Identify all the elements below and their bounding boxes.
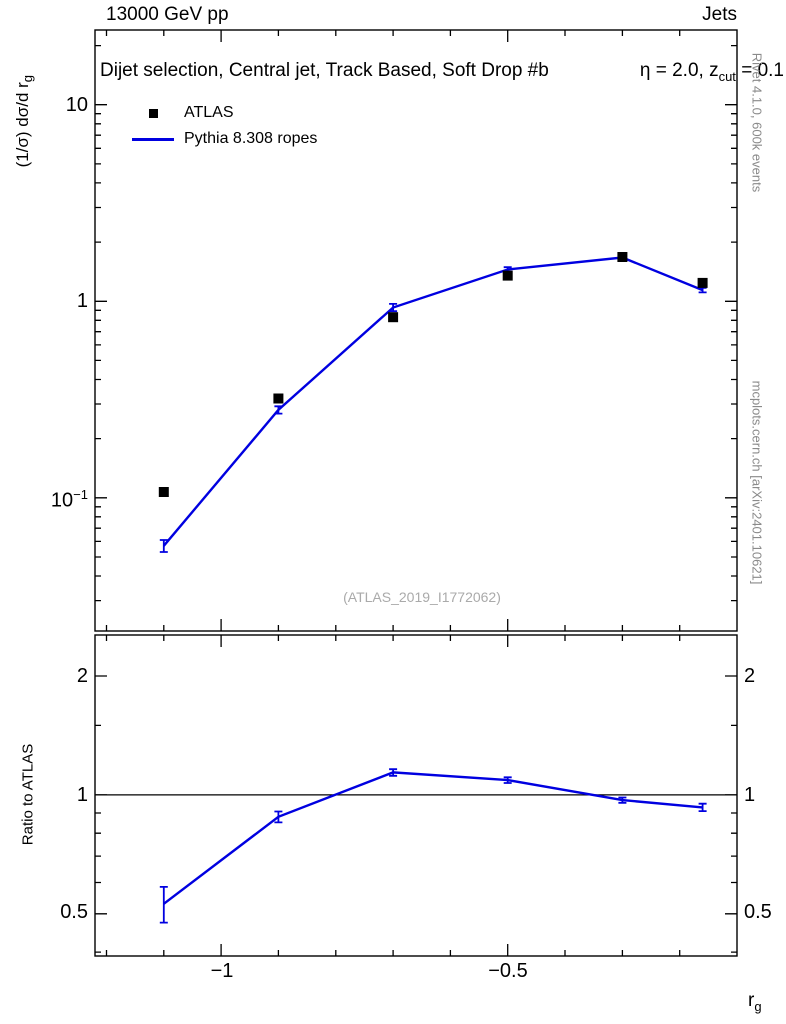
atlas-square-marker-icon — [148, 108, 158, 118]
ytick-main-1: 1 — [76, 290, 88, 312]
legend-label-pythia: Pythia 8.308 ropes — [184, 130, 318, 147]
pythia-line-marker-icon — [132, 137, 174, 141]
xtick-minus0p5: −0.5 — [488, 960, 528, 982]
plot-title-left: Dijet selection, Central jet, Track Base… — [100, 60, 549, 81]
legend-entry-pythia: Pythia 8.308 ropes — [130, 126, 317, 152]
ytick-main-10: 10 — [65, 94, 88, 116]
ytick-ratio-right-1: 1 — [744, 784, 756, 806]
ytick-ratio-left-0p5: 0.5 — [60, 901, 88, 923]
y-axis-label-main: (1/σ) dσ/d rg — [12, 74, 36, 168]
mcplots-arxiv-note: mcplots.cern.ch [arXiv:2401.10621] — [749, 380, 765, 585]
title-subscript-cut: cut — [718, 68, 736, 84]
analysis-id-watermark: (ATLAS_2019_I1772062) — [343, 589, 501, 605]
ytick-ratio-right-2: 2 — [744, 665, 756, 687]
ytick-ratio-left-1: 1 — [76, 784, 88, 806]
ytick-ratio-right-0p5: 0.5 — [744, 901, 772, 923]
legend-label-atlas: ATLAS — [184, 104, 234, 121]
header-analysis-group: Jets — [702, 4, 737, 25]
legend-entry-atlas: ATLAS — [130, 100, 317, 126]
x-axis-label: rg — [748, 990, 762, 1014]
ytick-ratio-left-2: 2 — [76, 665, 88, 687]
legend: ATLAS Pythia 8.308 ropes — [130, 100, 317, 152]
plot-title-right: η = 2.0, zcut = 0.1 — [639, 60, 784, 84]
rivet-version-note: Rivet 4.1.0, 600k events — [749, 52, 765, 193]
header-beam-energy: 13000 GeV pp — [106, 4, 229, 25]
ytick-main-0p1: 10−1 — [50, 487, 88, 512]
xtick-minus1: −1 — [210, 960, 234, 982]
